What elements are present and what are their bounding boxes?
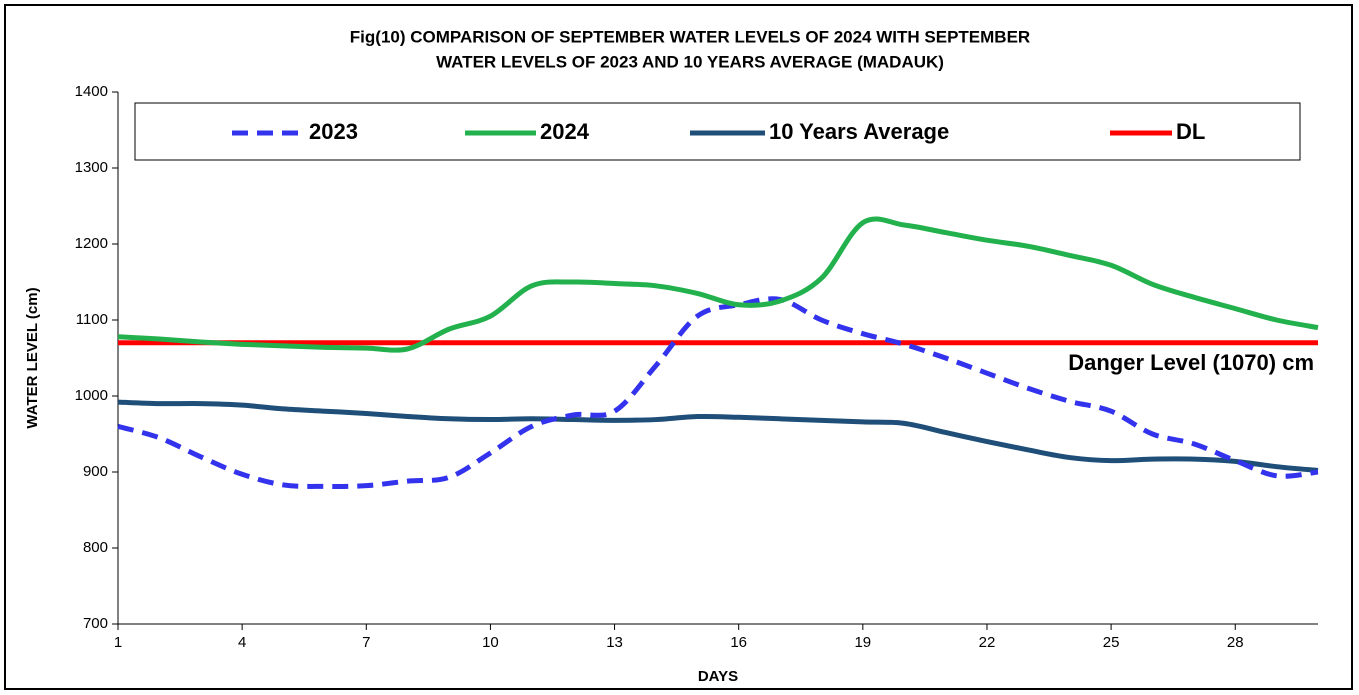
x-tick-label: 7 xyxy=(362,634,370,651)
y-tick-label: 1000 xyxy=(75,387,108,404)
y-tick-label: 800 xyxy=(83,539,108,556)
y-tick-label: 900 xyxy=(83,463,108,480)
x-tick-label: 16 xyxy=(730,634,747,651)
y-axis-label: WATER LEVEL (cm) xyxy=(24,287,41,428)
annotation: Danger Level (1070) cm xyxy=(1068,350,1314,375)
x-axis-label: DAYS xyxy=(698,668,738,685)
series-line xyxy=(117,399,1319,473)
x-tick-label: 4 xyxy=(238,634,246,651)
y-tick-label: 1200 xyxy=(75,235,108,252)
legend-label: 10 Years Average xyxy=(769,119,949,144)
x-tick-label: 25 xyxy=(1103,634,1120,651)
y-tick-label: 1400 xyxy=(75,83,108,100)
x-tick-label: 19 xyxy=(854,634,871,651)
series-line xyxy=(117,296,1319,489)
x-tick-label: 1 xyxy=(114,634,122,651)
legend-label: 2023 xyxy=(309,119,358,144)
x-tick-label: 13 xyxy=(606,634,623,651)
chart-title: WATER LEVELS OF 2023 AND 10 YEARS AVERAG… xyxy=(436,52,944,71)
series-line xyxy=(117,216,1319,353)
y-tick-label: 700 xyxy=(83,615,108,632)
legend-label: DL xyxy=(1176,119,1205,144)
x-tick-label: 10 xyxy=(482,634,499,651)
y-tick-label: 1100 xyxy=(76,311,108,328)
y-tick-label: 1300 xyxy=(75,159,108,176)
chart-title: Fig(10) COMPARISON OF SEPTEMBER WATER LE… xyxy=(350,27,1030,46)
x-tick-label: 22 xyxy=(979,634,996,651)
legend-label: 2024 xyxy=(540,119,590,144)
x-tick-label: 28 xyxy=(1227,634,1244,651)
